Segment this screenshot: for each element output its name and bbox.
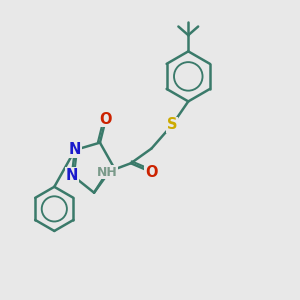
Text: N: N (66, 167, 78, 182)
Text: O: O (145, 165, 158, 180)
Text: NH: NH (97, 166, 118, 178)
Text: O: O (100, 112, 112, 127)
Text: N: N (69, 142, 81, 158)
Text: S: S (167, 118, 177, 133)
